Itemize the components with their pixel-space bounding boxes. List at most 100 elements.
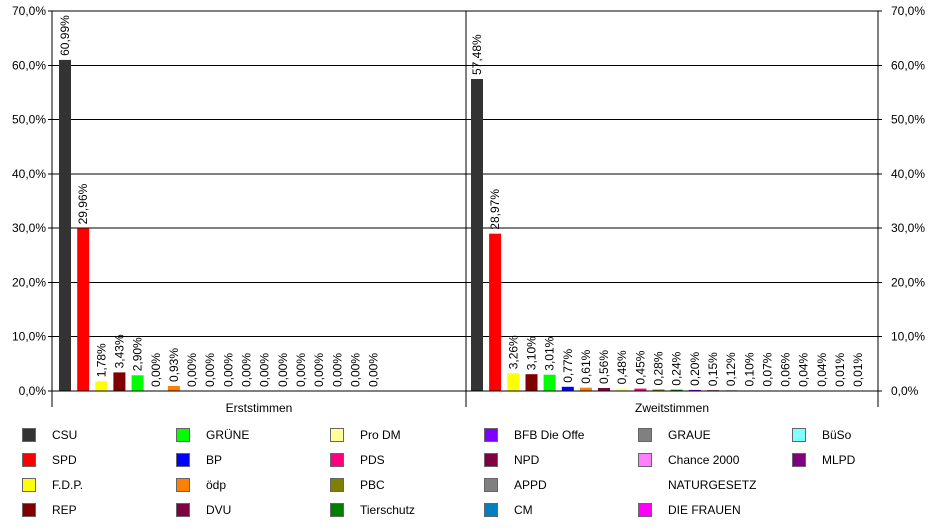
bar xyxy=(652,389,665,391)
legend-item: Pro DM xyxy=(330,427,401,443)
legend-swatch xyxy=(330,478,344,492)
bar-chart: 0,0% 0,0% 10,0% 10,0% 20,0% 20,0% 30,0% 30,0% 40… xyxy=(12,4,925,415)
legend-swatch xyxy=(176,478,190,492)
data-label: 29,96% xyxy=(76,183,90,224)
legend-item: BP xyxy=(176,452,222,468)
legend-swatch xyxy=(22,428,36,442)
bar xyxy=(670,389,683,391)
bar xyxy=(471,79,483,391)
data-label: 0,00% xyxy=(258,353,272,387)
bar xyxy=(634,388,647,391)
legend-swatch xyxy=(330,428,344,442)
data-label: 3,01% xyxy=(543,336,557,370)
data-label: 0,07% xyxy=(760,352,774,386)
legend-label: Pro DM xyxy=(360,428,401,442)
legend-item: DVU xyxy=(176,502,231,518)
legend-item: Chance 2000 xyxy=(638,452,739,468)
data-label: 0,45% xyxy=(633,350,647,384)
legend-label: Tierschutz xyxy=(360,503,415,517)
legend-label: Chance 2000 xyxy=(668,453,740,467)
legend-label: DIE FRAUEN xyxy=(668,503,741,517)
y-tick-label-right: 50,0% xyxy=(891,113,925,127)
legend-label: BFB Die Offe xyxy=(514,428,585,442)
y-tick-label-left: 40,0% xyxy=(12,167,46,181)
legend-label: F.D.P. xyxy=(52,478,84,492)
data-label: 0,01% xyxy=(833,353,847,387)
bar xyxy=(167,386,180,391)
data-label: 60,99% xyxy=(58,15,72,56)
legend-swatch xyxy=(484,453,498,467)
bar xyxy=(489,233,502,391)
y-tick-label-right: 10,0% xyxy=(891,330,925,344)
data-label: 0,61% xyxy=(579,349,593,383)
y-tick-label-left: 50,0% xyxy=(12,113,46,127)
legend-item: NPD xyxy=(484,452,539,468)
legend-item: NATURGESETZ xyxy=(638,477,756,493)
bar xyxy=(59,59,71,392)
y-tick-label-left: 0,0% xyxy=(19,384,47,398)
data-label: 0,04% xyxy=(797,352,811,386)
data-label: 0,24% xyxy=(670,351,684,385)
data-label: 0,04% xyxy=(815,352,829,386)
legend-item: DIE FRAUEN xyxy=(638,502,741,518)
data-label: 0,00% xyxy=(221,353,235,387)
legend-item: PDS xyxy=(330,452,385,468)
legend-swatch xyxy=(484,428,498,442)
gridlines xyxy=(52,10,878,338)
legend-item: APPD xyxy=(484,477,547,493)
legend-item: PBC xyxy=(330,477,385,493)
bar xyxy=(131,375,144,391)
legend-item: MLPD xyxy=(792,452,855,468)
y-tick-label-right: 30,0% xyxy=(891,221,925,235)
data-label: 28,97% xyxy=(488,189,502,230)
legend-label: SPD xyxy=(52,453,77,467)
y-tick-label-left: 30,0% xyxy=(12,221,46,235)
data-label: 3,10% xyxy=(525,336,539,370)
legend-label: REP xyxy=(52,503,77,517)
legend-item: ödp xyxy=(176,477,226,493)
legend-label: BüSo xyxy=(822,428,852,442)
data-label: 0,06% xyxy=(779,352,793,386)
x-category-label: Erststimmen xyxy=(226,401,293,415)
data-label: 2,90% xyxy=(131,337,145,371)
legend-label: CSU xyxy=(52,428,78,442)
data-label: 57,48% xyxy=(470,34,484,75)
legend-item: CSU xyxy=(22,427,77,443)
legend-label: DVU xyxy=(206,503,232,517)
legend-item: REP xyxy=(22,502,77,518)
bar xyxy=(598,388,610,391)
y-tick-label-left: 20,0% xyxy=(12,275,46,289)
legend-swatch xyxy=(22,478,36,492)
bar xyxy=(543,374,556,391)
bar xyxy=(77,228,90,391)
bar xyxy=(113,372,126,391)
data-label: 0,00% xyxy=(294,353,308,387)
data-label: 0,15% xyxy=(706,352,720,386)
data-label: 0,00% xyxy=(203,353,217,387)
data-label: 0,00% xyxy=(312,353,326,387)
data-label: 0,77% xyxy=(561,348,575,382)
legend-swatch xyxy=(22,503,36,517)
legend-label: NATURGESETZ xyxy=(668,478,757,492)
y-tick-label-right: 60,0% xyxy=(891,58,925,72)
legend-swatch xyxy=(484,478,498,492)
data-label: 0,00% xyxy=(276,353,290,387)
legend-swatch xyxy=(638,503,652,517)
y-tick-label-right: 0,0% xyxy=(891,384,919,398)
legend-swatch xyxy=(22,453,36,467)
legend-swatch xyxy=(330,503,344,517)
legend-item: Tierschutz xyxy=(330,502,415,518)
bar xyxy=(95,381,108,391)
data-label: 3,43% xyxy=(112,334,126,368)
data-label: 0,56% xyxy=(597,350,611,384)
data-label: 0,00% xyxy=(149,353,163,387)
legend-label: NPD xyxy=(514,453,540,467)
legend-item: BüSo xyxy=(792,427,851,443)
legend-swatch xyxy=(792,453,806,467)
data-label: 0,00% xyxy=(330,353,344,387)
legend-swatch xyxy=(176,453,190,467)
legend-swatch xyxy=(176,503,190,517)
legend-item: BFB Die Offe xyxy=(484,427,584,443)
legend-swatch xyxy=(792,428,806,442)
bar xyxy=(561,386,574,391)
